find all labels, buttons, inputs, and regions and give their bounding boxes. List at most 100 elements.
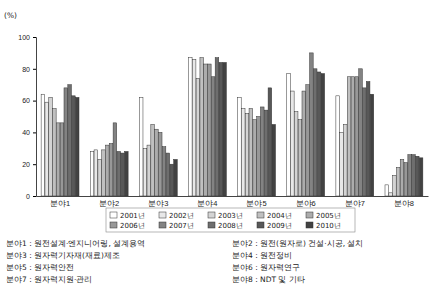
bar [166, 153, 170, 196]
bar-series [60, 64, 407, 196]
bar [336, 96, 340, 196]
bar [264, 110, 268, 196]
bar [238, 97, 242, 196]
legend-label: 2006년 [120, 222, 145, 230]
bar [347, 77, 351, 196]
footnote: 분야5 : 원자력안전 [6, 263, 74, 272]
bar [192, 59, 196, 196]
bar [72, 96, 76, 196]
footnote: 분야6 : 원자력연구 [232, 263, 300, 272]
legend-label: 2002년 [169, 212, 194, 220]
x-tick-group: 분야4 [197, 196, 217, 208]
bar [53, 109, 57, 196]
x-tick-group: 분야8 [394, 196, 414, 208]
x-tick-group: 분야2 [99, 196, 119, 208]
bar [204, 64, 208, 196]
bar [404, 163, 408, 196]
footnote: 분야7 : 원자력지원·관리 [6, 275, 92, 284]
legend-swatch [159, 212, 166, 218]
footnote: 분야2 : 원전(원자로) 건설·시공, 설치 [232, 239, 363, 248]
y-tick-label: 20 [22, 161, 30, 168]
bar-series [75, 62, 422, 196]
bar-series [53, 58, 400, 196]
x-tick-group: 분야6 [296, 196, 316, 208]
legend-label: 2004년 [267, 212, 292, 220]
y-tick [33, 132, 36, 133]
bar-series [64, 53, 411, 196]
y-tick-group: 0 [26, 193, 36, 200]
bar [102, 150, 106, 196]
bar [340, 132, 344, 196]
bar [294, 112, 298, 196]
x-tick-label: 분야8 [394, 199, 414, 208]
legend-swatch [208, 222, 215, 228]
bar [306, 85, 310, 196]
bar-series [41, 58, 388, 196]
bar [223, 62, 227, 196]
legend-box [106, 208, 355, 232]
bar [41, 94, 45, 196]
x-tick-group: 분야1 [50, 196, 70, 208]
y-tick-group: 20 [22, 161, 36, 168]
bar [155, 129, 159, 196]
legend-label: 2003년 [218, 212, 243, 220]
bar [291, 91, 295, 196]
bar [351, 77, 355, 196]
bar [415, 156, 419, 196]
footnote: 분야1 : 원전설계·엔지니어링, 설계용역 [6, 239, 145, 248]
bar [260, 107, 264, 196]
bar [125, 151, 129, 196]
bar-series [56, 64, 403, 196]
bar-series [68, 58, 415, 196]
bar [109, 144, 113, 196]
bar [94, 150, 98, 196]
bar [389, 193, 393, 196]
y-tick [33, 37, 36, 38]
bar [174, 159, 178, 196]
bar [113, 123, 117, 196]
y-tick [33, 196, 36, 197]
bar [249, 109, 253, 196]
y-tick [33, 69, 36, 70]
bar [49, 97, 53, 196]
bar [215, 58, 219, 196]
bar [68, 85, 72, 196]
legend-label: 2010년 [316, 222, 341, 230]
y-axis: 020406080100 [18, 34, 36, 200]
bar [121, 153, 125, 196]
bar [90, 151, 94, 196]
legend-swatch [306, 222, 313, 228]
legend-label: 2005년 [316, 212, 341, 220]
y-tick-group: 100 [18, 34, 36, 41]
bar [64, 88, 68, 196]
legend-swatch [110, 212, 117, 218]
bar [257, 117, 261, 197]
bar [272, 124, 276, 196]
legend-swatch [110, 222, 117, 228]
legend-swatch [159, 222, 166, 228]
legend-label: 2008년 [218, 222, 243, 230]
bar [287, 74, 291, 196]
y-tick-label: 0 [26, 193, 30, 200]
bar [45, 102, 49, 196]
legend-label: 2007년 [169, 222, 194, 230]
y-tick-group: 60 [22, 97, 36, 104]
bar [400, 159, 404, 196]
bar [60, 123, 64, 196]
y-tick-label: 80 [22, 66, 30, 73]
y-tick-label: 60 [22, 97, 30, 104]
x-axis-line [37, 196, 429, 197]
y-tick-label: 100 [18, 34, 30, 41]
x-axis: 분야1분야2분야3분야4분야5분야6분야7분야8 [37, 196, 429, 208]
bar [245, 113, 249, 196]
x-tick-group: 분야7 [345, 196, 365, 208]
bar [396, 167, 400, 196]
x-tick-label: 분야1 [50, 199, 70, 208]
x-tick-label: 분야2 [99, 199, 119, 208]
bar [321, 74, 325, 196]
bar [162, 147, 166, 196]
bars [41, 53, 423, 196]
x-tick-label: 분야6 [296, 199, 316, 208]
bar [370, 94, 374, 196]
bar [158, 132, 162, 196]
